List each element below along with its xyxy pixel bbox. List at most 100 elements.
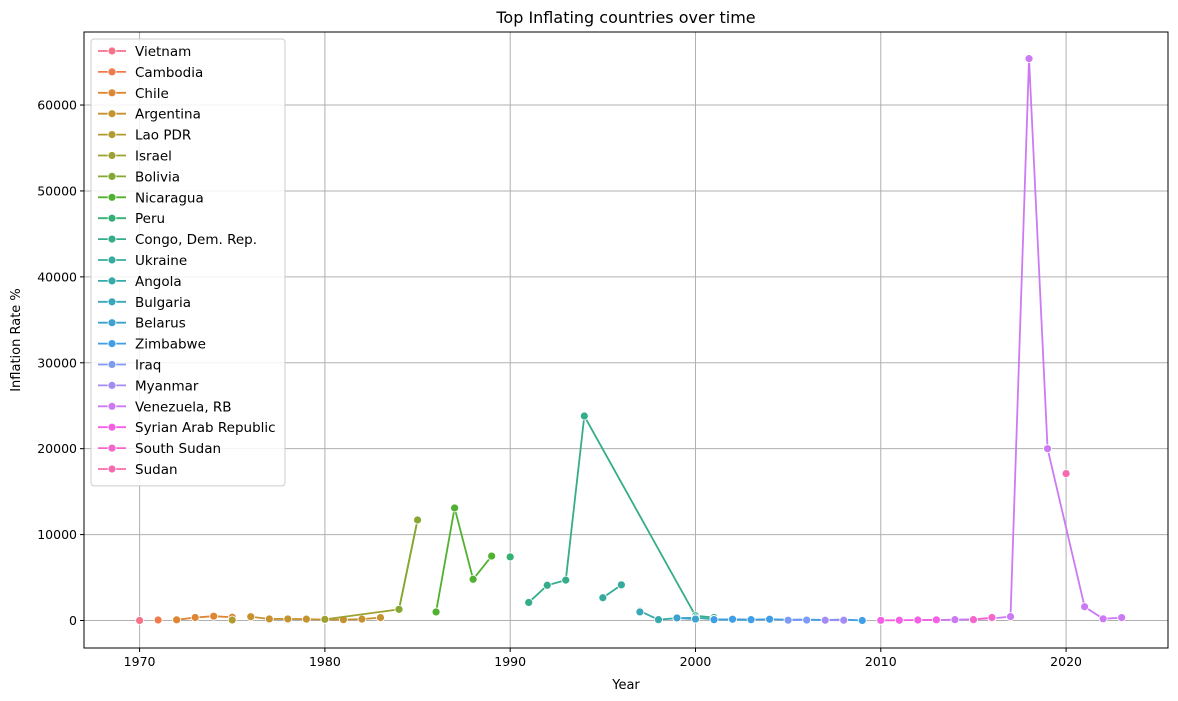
legend-item: Argentina bbox=[98, 107, 201, 123]
data-point bbox=[820, 615, 830, 625]
legend-item: Sudan bbox=[98, 462, 178, 478]
data-point bbox=[320, 614, 330, 624]
data-point bbox=[913, 615, 923, 625]
legend: Vietnam Cambodia Chile Argentina Lao PDR Isra… bbox=[90, 38, 286, 487]
legend-marker bbox=[107, 318, 117, 328]
legend-marker bbox=[107, 297, 117, 307]
data-point bbox=[283, 614, 293, 624]
data-point bbox=[135, 616, 144, 625]
series-line bbox=[398, 519, 419, 610]
series-bolivia bbox=[394, 515, 422, 614]
data-point bbox=[894, 615, 904, 625]
series-cambodia bbox=[153, 615, 163, 625]
data-point bbox=[1043, 444, 1052, 454]
data-point bbox=[264, 614, 274, 624]
legend-marker bbox=[107, 360, 117, 369]
legend-marker bbox=[107, 151, 117, 160]
y-tick-label: 50000 bbox=[37, 183, 77, 198]
legend-item: Bulgaria bbox=[98, 295, 191, 311]
legend-label: Venezuela, RB bbox=[135, 399, 232, 415]
legend-item: Venezuela, RB bbox=[98, 399, 232, 415]
legend-marker bbox=[107, 213, 117, 223]
data-point bbox=[1061, 469, 1071, 478]
legend-item: South Sudan bbox=[98, 441, 221, 457]
data-point bbox=[376, 613, 385, 622]
data-point bbox=[746, 615, 756, 625]
x-tick-label: 1990 bbox=[494, 654, 526, 669]
legend-label: South Sudan bbox=[135, 441, 221, 457]
x-axis-ticks: 1970 1980 1990 2000 2010 2020 bbox=[124, 648, 1082, 669]
x-tick-label: 1970 bbox=[124, 654, 156, 669]
data-point bbox=[505, 552, 515, 562]
series-bulgaria bbox=[635, 607, 645, 617]
data-point bbox=[209, 611, 219, 621]
legend-item: Bolivia bbox=[98, 169, 180, 185]
series-line bbox=[435, 507, 493, 613]
legend-marker bbox=[107, 109, 117, 119]
series-myanmar bbox=[820, 615, 849, 625]
data-point bbox=[227, 615, 237, 625]
series-sudan bbox=[1061, 469, 1071, 478]
data-point bbox=[931, 615, 941, 625]
legend-label: Lao PDR bbox=[135, 128, 191, 144]
data-point bbox=[301, 614, 311, 624]
data-point bbox=[765, 614, 775, 624]
x-tick-label: 2010 bbox=[865, 654, 897, 669]
legend-marker bbox=[107, 339, 117, 349]
legend-label: Iraq bbox=[135, 358, 161, 374]
y-tick-label: 40000 bbox=[37, 269, 77, 284]
data-point bbox=[579, 411, 589, 421]
data-point bbox=[357, 614, 367, 624]
legend-label: Zimbabwe bbox=[135, 337, 206, 353]
y-tick-label: 20000 bbox=[37, 441, 77, 456]
legend-item: Zimbabwe bbox=[98, 337, 206, 353]
data-point bbox=[172, 615, 182, 625]
data-point bbox=[1098, 614, 1108, 624]
data-point bbox=[709, 615, 719, 625]
legend-item: Israel bbox=[98, 149, 172, 165]
data-point bbox=[802, 615, 812, 625]
legend-item: Iraq bbox=[98, 358, 161, 374]
y-tick-label: 10000 bbox=[37, 527, 77, 542]
legend-label: Sudan bbox=[135, 462, 178, 478]
legend-box bbox=[90, 38, 286, 487]
legend-label: Belarus bbox=[135, 316, 186, 332]
legend-label: Angola bbox=[135, 274, 182, 290]
series-iraq bbox=[783, 615, 812, 625]
data-point bbox=[1024, 54, 1034, 64]
series-line bbox=[936, 58, 1122, 621]
legend-label: Argentina bbox=[135, 107, 201, 123]
y-axis-ticks: 0 10000 20000 30000 40000 50000 60000 bbox=[37, 98, 84, 628]
legend-label: Peru bbox=[135, 211, 165, 227]
legend-item: Nicaragua bbox=[98, 190, 204, 206]
x-tick-label: 2000 bbox=[680, 654, 712, 669]
y-axis-label: Inflation Rate % bbox=[9, 288, 24, 392]
legend-item: Ukraine bbox=[98, 253, 187, 269]
data-point bbox=[246, 612, 256, 622]
x-axis-label: Year bbox=[611, 678, 640, 693]
data-point bbox=[654, 615, 663, 625]
data-point bbox=[1117, 613, 1127, 622]
data-point bbox=[672, 613, 682, 623]
series-line bbox=[176, 615, 233, 621]
legend-item: Syrian Arab Republic bbox=[98, 420, 276, 436]
series-vietnam bbox=[135, 616, 144, 625]
legend-item: Cambodia bbox=[98, 65, 203, 81]
y-tick-label: 0 bbox=[69, 613, 77, 628]
legend-marker bbox=[107, 380, 117, 390]
legend-label: Cambodia bbox=[135, 65, 203, 81]
data-point bbox=[876, 615, 886, 625]
legend-label: Vietnam bbox=[135, 44, 191, 60]
data-point bbox=[542, 580, 552, 590]
legend-marker bbox=[107, 67, 117, 77]
data-point bbox=[691, 614, 700, 624]
legend-label: Chile bbox=[135, 86, 169, 102]
data-point bbox=[783, 615, 793, 625]
legend-label: Ukraine bbox=[135, 253, 187, 269]
data-point bbox=[153, 615, 163, 625]
series-belarus bbox=[672, 613, 700, 624]
legend-marker bbox=[107, 88, 117, 98]
legend-label: Bulgaria bbox=[135, 295, 191, 311]
data-point bbox=[561, 575, 571, 585]
